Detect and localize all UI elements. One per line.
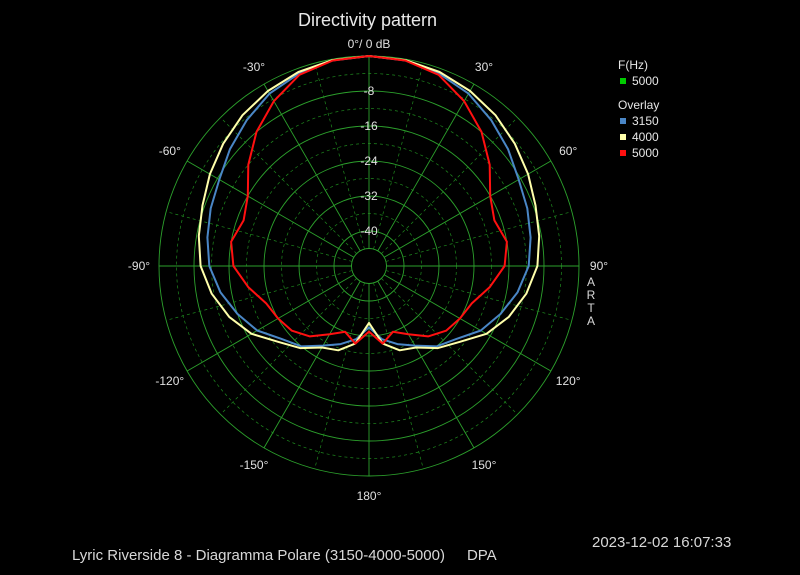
legend: F(Hz) 5000 Overlay 3150 4000 5000 [618, 57, 659, 161]
grid-spoke [377, 83, 475, 252]
grid-spoke-minor [220, 117, 357, 254]
grid-spoke-minor [373, 63, 424, 250]
legend-swatch [620, 134, 626, 140]
legend-swatch [620, 78, 626, 84]
curve-5000 [230, 55, 508, 345]
angle-label: -150° [240, 458, 269, 472]
legend-swatch [620, 150, 626, 156]
grid-spoke-minor [373, 282, 424, 469]
grid-spoke [263, 83, 361, 252]
grid-spoke-minor [381, 117, 518, 254]
angle-label: -60° [159, 144, 181, 158]
chart-title: Directivity pattern [297, 10, 438, 30]
footer-caption: Lyric Riverside 8 - Diagramma Polare (31… [72, 547, 445, 564]
timestamp: 2023-12-02 16:07:33 [592, 534, 732, 551]
angle-label: 30° [475, 60, 493, 74]
grid-spoke-minor [166, 270, 353, 321]
grid-spoke-minor [166, 211, 353, 262]
radial-tick-label: -32 [360, 189, 378, 203]
legend-label: 3150 [632, 114, 659, 128]
angle-label: -120° [155, 374, 184, 388]
grid-spoke [383, 160, 552, 258]
legend-frequency-items: 5000 [618, 73, 659, 89]
legend-item: 5000 [618, 145, 659, 161]
polar-curves [197, 55, 541, 352]
radial-tick-label: -40 [360, 224, 378, 238]
legend-label: 5000 [632, 74, 659, 88]
grid-spoke-minor [220, 278, 357, 415]
grid-ring-inner [351, 248, 387, 284]
legend-item: 5000 [618, 73, 659, 89]
radial-tick-label: -16 [360, 119, 378, 133]
grid-spoke-minor [314, 282, 365, 469]
grid-spoke [383, 274, 552, 372]
grid-spoke [377, 280, 475, 449]
grid-spoke-minor [314, 63, 365, 250]
grid-spoke-minor [381, 278, 518, 415]
grid-spoke-minor [385, 211, 572, 262]
legend-overlay-title: Overlay [618, 98, 660, 112]
polar-labels: -8 -16 -24 -32 -40 0°/ 0 dB 30° 60° 90° 120° 150° 1… [128, 37, 608, 503]
radial-tick-label: -8 [364, 84, 375, 98]
legend-swatch [620, 118, 626, 124]
angle-label: 120° [556, 374, 581, 388]
polar-grid [158, 55, 580, 477]
legend-item: 4000 [618, 129, 659, 145]
angle-label: 60° [559, 144, 577, 158]
legend-item: 3150 [618, 113, 659, 129]
angle-label: -90° [128, 259, 150, 273]
footer: Lyric Riverside 8 - Diagramma Polare (31… [72, 547, 497, 564]
angle-label: 180° [357, 489, 382, 503]
radial-tick-label: -24 [360, 154, 378, 168]
curve-3150 [206, 55, 532, 348]
footer-brand: DPA [466, 547, 497, 564]
grid-spoke [186, 274, 355, 372]
angle-label: -30° [243, 60, 265, 74]
legend-label: 4000 [632, 130, 659, 144]
grid-spoke [263, 280, 361, 449]
grid-spoke [186, 160, 355, 258]
legend-frequency-title: F(Hz) [618, 58, 648, 72]
angle-label: 0°/ 0 dB [348, 37, 391, 51]
angle-label: 150° [472, 458, 497, 472]
curve-4000 [197, 55, 541, 352]
legend-overlay-items: 3150 4000 5000 [618, 113, 659, 161]
legend-label: 5000 [632, 146, 659, 160]
grid-spoke-minor [385, 270, 572, 321]
angle-label: 90° [590, 259, 608, 273]
